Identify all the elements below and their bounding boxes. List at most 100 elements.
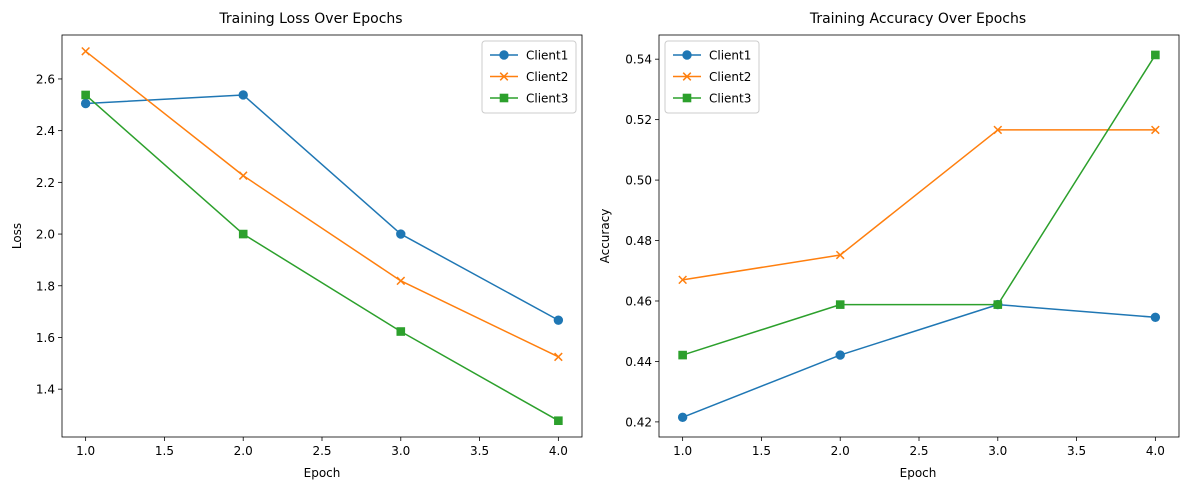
accuracy-chart-panel: Training Accuracy Over Epochs Epoch Accu… xyxy=(598,11,1180,480)
x-tick-label: 1.5 xyxy=(155,444,174,458)
data-point xyxy=(238,229,248,239)
chart-title: Training Accuracy Over Epochs xyxy=(809,11,1026,27)
y-tick-label: 1.6 xyxy=(36,331,55,345)
data-point xyxy=(238,171,248,180)
y-tick-label: 2.2 xyxy=(36,176,55,190)
legend-marker xyxy=(682,50,692,60)
legend-marker xyxy=(499,93,509,103)
y-axis-title: Loss xyxy=(10,223,24,249)
data-point xyxy=(835,350,845,360)
x-tick-label: 3.5 xyxy=(1067,444,1086,458)
data-point xyxy=(1150,312,1161,323)
legend-item: Client1 xyxy=(490,49,568,63)
marker-stroke xyxy=(554,352,563,362)
data-point xyxy=(396,327,406,336)
x-tick-label: 3.0 xyxy=(988,444,1007,458)
chart-title: Training Loss Over Epochs xyxy=(218,11,402,27)
legend-marker xyxy=(682,93,692,103)
series-line xyxy=(85,94,559,321)
data-point xyxy=(554,352,563,362)
data-point xyxy=(677,412,688,423)
legend-item: Client1 xyxy=(673,49,751,63)
data-point xyxy=(993,300,1003,309)
legend: Client1 Client2 Client3 xyxy=(664,40,760,114)
series-client1 xyxy=(677,299,1161,423)
y-tick-label: 2.0 xyxy=(36,228,55,242)
marker-stroke xyxy=(678,275,687,285)
legend-item: Client2 xyxy=(490,70,568,84)
series-client3 xyxy=(678,50,1160,360)
data-point xyxy=(396,229,406,239)
marker-stroke xyxy=(238,171,248,180)
legend-label: Client1 xyxy=(709,49,751,63)
legend-item: Client3 xyxy=(673,92,751,106)
legend-label: Client1 xyxy=(526,49,568,63)
x-tick-label: 3.0 xyxy=(391,444,410,458)
legend-label: Client2 xyxy=(526,70,568,84)
data-point xyxy=(678,350,687,360)
legend-label: Client2 xyxy=(709,70,751,84)
y-tick-label: 1.4 xyxy=(36,383,55,397)
data-point xyxy=(81,90,90,100)
data-point xyxy=(553,315,564,325)
series-client3 xyxy=(81,90,563,426)
data-point xyxy=(81,46,90,56)
marker-stroke xyxy=(499,72,509,81)
series-client1 xyxy=(80,90,564,325)
series-client2 xyxy=(678,125,1160,285)
x-tick-label: 4.0 xyxy=(1146,444,1165,458)
loss-chart-panel: Training Loss Over Epochs Epoch Loss 1.0… xyxy=(10,11,583,480)
y-tick-label: 0.48 xyxy=(625,234,652,248)
x-tick-label: 2.0 xyxy=(831,444,850,458)
y-axis-title: Accuracy xyxy=(598,209,612,264)
legend-label: Client3 xyxy=(709,92,751,106)
marker-stroke xyxy=(835,250,845,260)
marker-stroke xyxy=(993,125,1003,135)
x-axis-title: Epoch xyxy=(900,466,937,480)
x-tick-label: 2.5 xyxy=(312,444,331,458)
series-line xyxy=(682,129,1156,281)
legend: Client1 Client2 Client3 xyxy=(481,40,577,114)
data-point xyxy=(1151,125,1160,135)
y-tick-label: 0.46 xyxy=(625,294,652,308)
marker-stroke xyxy=(682,72,692,81)
marker-stroke xyxy=(81,46,90,56)
legend-marker xyxy=(499,50,509,60)
data-point xyxy=(396,276,406,286)
data-point xyxy=(835,300,845,309)
x-tick-label: 4.0 xyxy=(549,444,568,458)
y-tick-label: 0.50 xyxy=(625,174,652,188)
data-point xyxy=(238,90,248,100)
y-tick-label: 0.52 xyxy=(625,113,652,127)
x-tick-label: 1.0 xyxy=(76,444,95,458)
data-point xyxy=(835,250,845,260)
y-tick-label: 1.8 xyxy=(36,279,55,293)
x-axis: 1.0 1.5 2.0 2.5 3.0 3.5 4.0 xyxy=(673,437,1165,458)
legend-label: Client3 xyxy=(526,92,568,106)
y-axis: 1.4 1.6 1.8 2.0 2.2 2.4 2.6 xyxy=(36,72,62,397)
x-tick-label: 2.0 xyxy=(234,444,253,458)
x-axis-title: Epoch xyxy=(304,466,341,480)
data-point xyxy=(80,98,91,109)
series-line xyxy=(85,50,559,358)
series-line xyxy=(85,94,559,422)
x-tick-label: 1.5 xyxy=(752,444,771,458)
data-point xyxy=(678,275,687,285)
y-tick-label: 0.44 xyxy=(625,355,652,369)
legend-marker xyxy=(499,72,509,81)
series-line xyxy=(682,303,1156,419)
y-tick-label: 2.6 xyxy=(36,72,55,86)
legend-item: Client3 xyxy=(490,92,568,106)
y-tick-label: 0.42 xyxy=(625,415,652,429)
y-axis: 0.42 0.44 0.46 0.48 0.50 0.52 0.54 xyxy=(625,53,659,429)
marker-stroke xyxy=(396,276,406,286)
legend-item: Client2 xyxy=(673,70,751,84)
marker-stroke xyxy=(1151,125,1160,135)
data-point xyxy=(993,125,1003,135)
data-point xyxy=(1151,50,1160,60)
series-client2 xyxy=(81,46,563,362)
y-tick-label: 0.54 xyxy=(625,53,652,67)
x-tick-label: 3.5 xyxy=(470,444,489,458)
data-point xyxy=(554,416,563,426)
